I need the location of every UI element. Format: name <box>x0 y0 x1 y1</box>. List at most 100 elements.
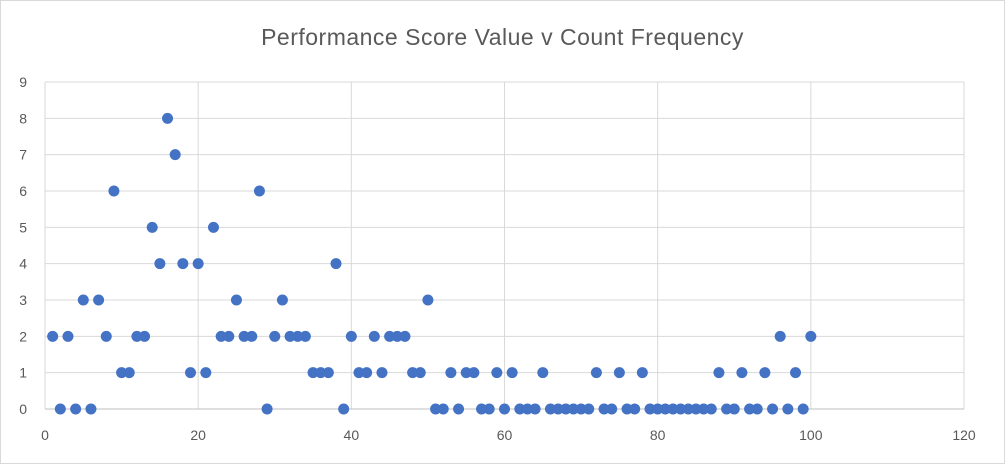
data-point <box>583 403 595 415</box>
data-point <box>499 403 510 415</box>
data-point <box>177 258 189 270</box>
data-point <box>47 330 59 342</box>
data-point <box>238 330 250 342</box>
data-point <box>721 403 733 415</box>
y-tick-label: 0 <box>19 401 27 417</box>
data-point <box>93 294 105 306</box>
x-tick-label: 20 <box>190 427 206 443</box>
data-point <box>590 367 602 379</box>
data-point <box>636 367 648 379</box>
data-point <box>552 403 564 415</box>
chart-title: Performance Score Value v Count Frequenc… <box>261 24 744 50</box>
data-point <box>414 367 426 379</box>
data-point <box>54 403 66 415</box>
data-point <box>292 330 304 342</box>
data-point <box>460 367 472 379</box>
data-point <box>629 403 641 415</box>
data-point <box>613 367 625 379</box>
x-tick-label: 60 <box>497 427 513 443</box>
data-points <box>47 112 817 415</box>
y-tick-label: 3 <box>19 292 27 308</box>
data-point <box>797 403 809 415</box>
data-point <box>805 330 817 342</box>
x-axis-ticks: 0 20 40 60 80 100 120 <box>41 427 976 443</box>
data-point <box>123 367 135 379</box>
data-point <box>200 367 212 379</box>
data-point <box>77 294 89 306</box>
y-tick-label: 1 <box>19 365 27 381</box>
data-point <box>338 403 350 415</box>
data-point <box>575 403 587 415</box>
data-point <box>483 403 495 415</box>
data-point <box>430 403 442 415</box>
data-point <box>652 403 664 415</box>
data-point <box>606 403 618 415</box>
data-point <box>407 367 419 379</box>
data-point <box>276 294 288 306</box>
data-point <box>698 403 710 415</box>
data-point <box>261 403 273 415</box>
data-point <box>644 403 656 415</box>
x-tick-label: 40 <box>344 427 360 443</box>
data-point <box>215 330 227 342</box>
data-point <box>560 403 572 415</box>
data-point <box>544 403 556 415</box>
data-point <box>207 221 219 233</box>
data-point <box>682 403 694 415</box>
x-tick-label: 0 <box>41 427 49 443</box>
data-point <box>230 294 242 306</box>
data-point <box>445 367 457 379</box>
data-point <box>62 330 74 342</box>
data-point <box>598 403 610 415</box>
x-tick-label: 80 <box>650 427 666 443</box>
data-point <box>567 403 579 415</box>
data-point <box>437 403 449 415</box>
data-point <box>790 367 802 379</box>
y-tick-label: 5 <box>19 219 27 235</box>
data-point <box>391 330 403 342</box>
data-point <box>759 367 771 379</box>
data-point <box>116 367 128 379</box>
data-point <box>185 367 197 379</box>
data-point <box>751 403 763 415</box>
data-point <box>399 330 411 342</box>
data-point <box>154 258 166 270</box>
data-point <box>659 403 671 415</box>
data-point <box>70 403 82 415</box>
data-point <box>253 185 265 197</box>
vertical-gridlines <box>44 82 965 409</box>
data-point <box>169 149 181 161</box>
data-point <box>139 330 151 342</box>
data-point <box>299 330 311 342</box>
data-point <box>468 367 480 379</box>
data-point <box>330 258 342 270</box>
y-axis-ticks: 0 1 2 3 4 5 6 7 8 9 <box>19 74 27 417</box>
x-tick-label: 100 <box>799 427 823 443</box>
y-tick-label: 6 <box>19 183 27 199</box>
data-point <box>744 403 756 415</box>
data-point <box>514 403 526 415</box>
data-point <box>537 367 549 379</box>
y-tick-label: 2 <box>19 328 27 344</box>
y-tick-label: 7 <box>19 147 27 163</box>
data-point <box>690 403 702 415</box>
data-point <box>521 403 533 415</box>
data-point <box>307 367 319 379</box>
data-point <box>284 330 296 342</box>
data-point <box>162 112 174 124</box>
x-tick-label: 120 <box>952 427 976 443</box>
data-point <box>491 367 503 379</box>
data-point <box>85 403 97 415</box>
data-point <box>621 403 633 415</box>
y-tick-label: 9 <box>19 74 27 90</box>
data-point <box>713 367 725 379</box>
data-point <box>361 367 373 379</box>
data-point <box>353 367 365 379</box>
data-point <box>246 330 258 342</box>
data-point <box>675 403 687 415</box>
data-point <box>667 403 679 415</box>
data-point <box>223 330 235 342</box>
data-point <box>368 330 380 342</box>
data-point <box>269 330 281 342</box>
